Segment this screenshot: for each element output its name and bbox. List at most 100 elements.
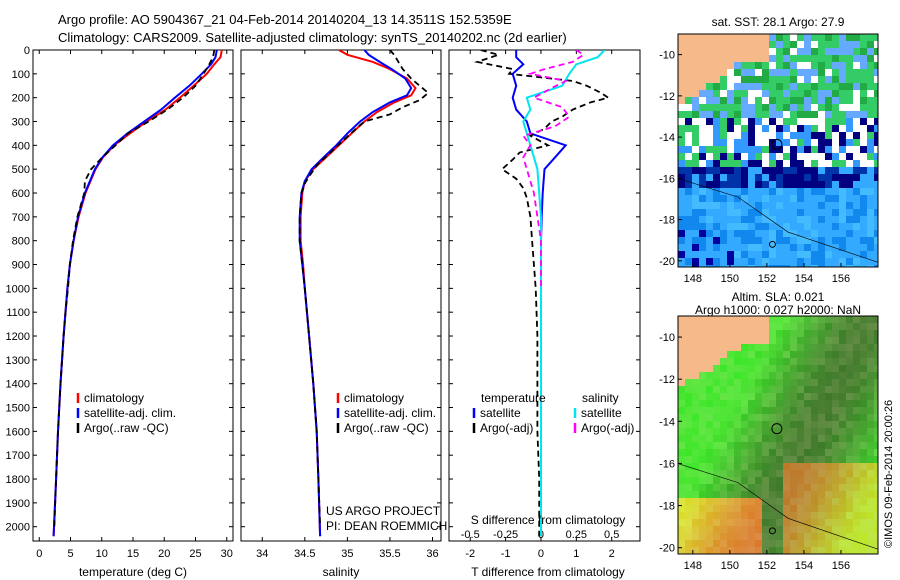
map-cell (783, 470, 790, 477)
map-cell (762, 174, 769, 181)
map-cell (699, 55, 706, 62)
map-cell (727, 547, 734, 554)
map-cell (685, 435, 692, 442)
map-cell (839, 323, 846, 330)
map-cell (699, 34, 706, 41)
map-cell (804, 337, 811, 344)
map-cell (720, 139, 727, 146)
map-cell (706, 351, 713, 358)
map-cell (685, 181, 692, 188)
map-cell (818, 41, 825, 48)
map-cell (776, 540, 783, 547)
map-cell (713, 111, 720, 118)
map-cell (741, 48, 748, 55)
map-cell (734, 265, 741, 267)
map-cell (867, 491, 874, 498)
map-cell (713, 139, 720, 146)
map-cell (699, 83, 706, 90)
map-cell (804, 132, 811, 139)
map-cell (867, 407, 874, 414)
map-cell (706, 365, 713, 372)
map-cell (706, 139, 713, 146)
map-cell (839, 337, 846, 344)
map-cell (776, 519, 783, 526)
map-cell (713, 174, 720, 181)
map-cell (825, 55, 832, 62)
x-tick-label: -2 (465, 548, 475, 560)
map-cell (755, 48, 762, 55)
map-cell (748, 146, 755, 153)
map-cell (783, 323, 790, 330)
map-cell (804, 244, 811, 251)
map-cell (741, 456, 748, 463)
map-cell (678, 97, 685, 104)
map-cell (741, 104, 748, 111)
map-cell (685, 449, 692, 456)
map-cell (706, 379, 713, 386)
map-cell (853, 470, 860, 477)
map-cell (678, 167, 685, 174)
map-cell (720, 344, 727, 351)
map-cell (874, 435, 878, 442)
map-cell (776, 498, 783, 505)
map-cell (727, 160, 734, 167)
map-cell (699, 132, 706, 139)
map-cell (783, 230, 790, 237)
map-cell (692, 90, 699, 97)
map-cell (860, 76, 867, 83)
map-cell (797, 449, 804, 456)
map-cell (797, 316, 804, 323)
map-cell (839, 251, 846, 258)
map-cell (846, 365, 853, 372)
map-cell (720, 125, 727, 132)
map-cell (846, 195, 853, 202)
map-cell (825, 470, 832, 477)
map-cell (699, 393, 706, 400)
map-cell (734, 160, 741, 167)
map-cell (755, 230, 762, 237)
lon-tick-label: 154 (795, 273, 813, 285)
pi-label: PI: DEAN ROEMMICH (326, 519, 447, 533)
map-cell (755, 244, 762, 251)
map-cell (769, 34, 776, 41)
map-cell (692, 477, 699, 484)
depth-tick-label: 900 (12, 260, 30, 272)
map-cell (825, 449, 832, 456)
map-cell (692, 34, 699, 41)
x-tick-label: 36 (426, 548, 438, 560)
map-cell (699, 188, 706, 195)
map-cell (839, 365, 846, 372)
map-cell (706, 244, 713, 251)
map-cell (818, 442, 825, 449)
difference-legend: temperaturesatelliteArgo(-adj)salinitysa… (472, 391, 634, 435)
map-cell (720, 62, 727, 69)
map-cell (692, 400, 699, 407)
map-cell (818, 55, 825, 62)
map-cell (860, 512, 867, 519)
map-cell (818, 146, 825, 153)
map-cell (839, 181, 846, 188)
map-cell (755, 519, 762, 526)
map-cell (755, 540, 762, 547)
map-cell (692, 379, 699, 386)
map-cell (762, 442, 769, 449)
map-cell (734, 139, 741, 146)
map-cell (783, 174, 790, 181)
map-cell (797, 477, 804, 484)
map-cell (804, 251, 811, 258)
map-cell (727, 97, 734, 104)
map-cell (811, 146, 818, 153)
map-cell (797, 132, 804, 139)
map-cell (734, 414, 741, 421)
map-cell (832, 526, 839, 533)
map-cell (706, 407, 713, 414)
map-cell (804, 435, 811, 442)
map-cell (713, 83, 720, 90)
map-cell (839, 167, 846, 174)
map-cell (790, 230, 797, 237)
x-tick-label: 0 (538, 548, 544, 560)
map-cell (860, 470, 867, 477)
map-cell (867, 421, 874, 428)
map-cell (804, 470, 811, 477)
map-cell (699, 456, 706, 463)
